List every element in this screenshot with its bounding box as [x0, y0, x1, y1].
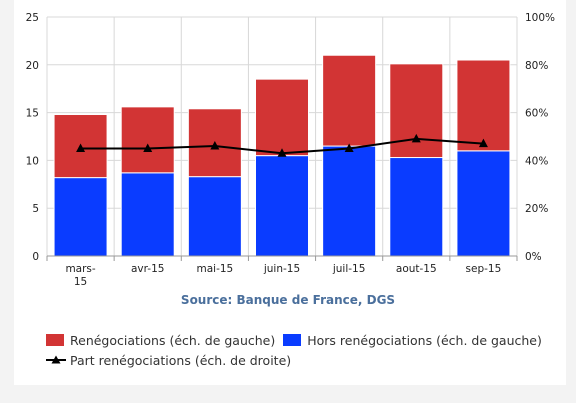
- share-line-marker: [76, 143, 86, 152]
- legend-swatch-part: [46, 355, 66, 364]
- bar-segment: [255, 155, 309, 257]
- x-tick-label: juin-15: [263, 263, 300, 275]
- share-line-marker: [411, 133, 421, 143]
- bar-segment: [187, 176, 242, 257]
- chart-legend: Renégociations (éch. de gauche) Hors ren…: [46, 330, 566, 370]
- bar-segment: [456, 59, 511, 152]
- legend-label-hors: Hors renégociations (éch. de gauche): [307, 332, 542, 348]
- axes: 0 0%5 20%10 40%15 60%20 80%25 100%mars-15avr-1…: [26, 12, 555, 288]
- chart-plot: 0 0%5 20%10 40%15 60%20 80%25 100%mars-15avr-1…: [26, 12, 555, 288]
- legend-item-hors[interactable]: Hors renégociations (éch. de gauche): [283, 333, 542, 348]
- y-left-tick-label: 5: [32, 203, 39, 215]
- x-tick-label: mars-: [65, 263, 95, 275]
- y-left-tick-label: 15: [26, 108, 39, 120]
- y-right-tick-label: 0%: [525, 251, 542, 263]
- share-line-marker: [143, 143, 153, 152]
- y-right-tick-label: 100%: [525, 12, 555, 24]
- x-tick-label: sep-15: [466, 263, 502, 275]
- y-right-tick-label: 60%: [525, 108, 548, 120]
- share-line-marker: [344, 143, 354, 152]
- bar-segment: [389, 157, 444, 257]
- bar-segment: [53, 177, 108, 257]
- bars: [53, 54, 511, 257]
- bar-segment: [53, 114, 108, 179]
- legend-row-bars: Renégociations (éch. de gauche) Hors ren…: [46, 330, 566, 350]
- bar-segment: [322, 54, 377, 147]
- bar-segment: [389, 63, 444, 159]
- share-line-marker: [478, 138, 488, 148]
- y-left-tick-label: 20: [26, 60, 39, 72]
- legend-label-reneg: Renégociations (éch. de gauche): [70, 332, 276, 348]
- legend-swatch-reneg: [46, 334, 64, 346]
- bar-segment: [120, 172, 175, 257]
- share-line-marker: [277, 148, 287, 157]
- y-left-tick-label: 0: [32, 251, 39, 263]
- legend-swatch-hors: [283, 334, 302, 346]
- y-left-tick-label: 25: [26, 12, 39, 24]
- x-tick-label: juil-15: [332, 263, 366, 275]
- bar-segment: [255, 78, 309, 157]
- legend-label-part: Part renégociations (éch. de droite): [70, 352, 292, 368]
- x-tick-label: avr-15: [131, 263, 164, 275]
- y-right-tick-label: 80%: [525, 60, 548, 72]
- share-line: [76, 133, 488, 157]
- legend-item-part[interactable]: Part renégociations (éch. de droite): [46, 353, 291, 368]
- y-left-tick-label: 10: [26, 155, 39, 167]
- chart-source: Source: Banque de France, DGS: [180, 293, 396, 307]
- y-right-tick-label: 20%: [525, 203, 548, 215]
- bar-segment: [456, 150, 511, 257]
- legend-row-line: Part renégociations (éch. de droite): [46, 350, 566, 370]
- x-tick-label: aout-15: [396, 263, 437, 275]
- x-tick-label: mai-15: [196, 263, 233, 275]
- bar-segment: [322, 145, 377, 257]
- x-tick-label: 15: [74, 276, 87, 288]
- legend-item-reneg[interactable]: Renégociations (éch. de gauche): [46, 333, 275, 348]
- y-right-tick-label: 40%: [525, 155, 548, 167]
- share-line-marker: [210, 141, 220, 150]
- bar-segment: [120, 106, 175, 174]
